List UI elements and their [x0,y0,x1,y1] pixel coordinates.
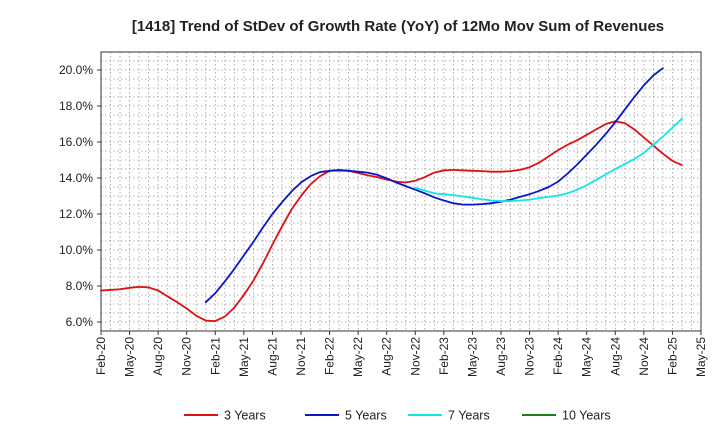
series-line-7-years [414,117,683,202]
x-tick-label: Aug-21 [265,337,279,376]
y-axis: 6.0% 8.0% 10.0% 12.0% 14.0% 16.0% 18.0% 20.0% [59,63,101,329]
x-tick-label: Feb-24 [551,337,565,375]
y-tick-label: 14.0% [59,171,93,185]
legend-label: 7 Years [448,409,490,423]
x-tick-label: May-21 [237,337,251,377]
x-tick-label: May-20 [123,337,137,377]
chart-title: [1418] Trend of StDev of Growth Rate (Yo… [132,18,664,35]
legend-label: 3 Years [224,409,266,423]
y-tick-label: 12.0% [59,207,93,221]
grid [101,52,701,331]
x-tick-label: Nov-23 [523,337,537,376]
x-tick-label: Nov-20 [180,337,194,376]
y-tick-label: 10.0% [59,243,93,257]
x-tick-label: Aug-22 [380,337,394,376]
plot-border [100,51,702,332]
legend: 3 Years 5 Years 7 Years 10 Years [184,409,611,423]
series-line-5-years [204,67,664,304]
x-axis: Feb-20 May-20 Aug-20 Nov-20 Feb-21 May-21 Aug-… [94,331,708,377]
x-tick-label: Feb-21 [208,337,222,375]
x-tick-label: May-22 [351,337,365,377]
x-tick-label: Feb-22 [323,337,337,375]
x-tick-label: Feb-20 [94,337,108,375]
x-tick-label: May-23 [465,337,479,377]
x-tick-label: Feb-25 [665,337,679,375]
x-tick-label: Aug-23 [494,337,508,376]
x-tick-label: Nov-22 [408,337,422,376]
y-tick-label: 16.0% [59,135,93,149]
plot-area [101,52,701,331]
x-tick-label: Nov-24 [637,337,651,376]
y-tick-label: 20.0% [59,63,93,77]
legend-label: 5 Years [345,409,387,423]
legend-label: 10 Years [562,409,611,423]
x-tick-label: May-24 [580,337,594,377]
x-tick-label: Nov-21 [294,337,308,376]
x-tick-label: Aug-24 [608,337,622,376]
y-tick-label: 18.0% [59,99,93,113]
x-tick-label: Aug-20 [151,337,165,376]
x-tick-label: Feb-23 [437,337,451,375]
y-tick-label: 8.0% [66,279,94,293]
series-lines [100,67,683,323]
y-tick-label: 6.0% [66,315,94,329]
x-tick-label: May-25 [694,337,708,377]
